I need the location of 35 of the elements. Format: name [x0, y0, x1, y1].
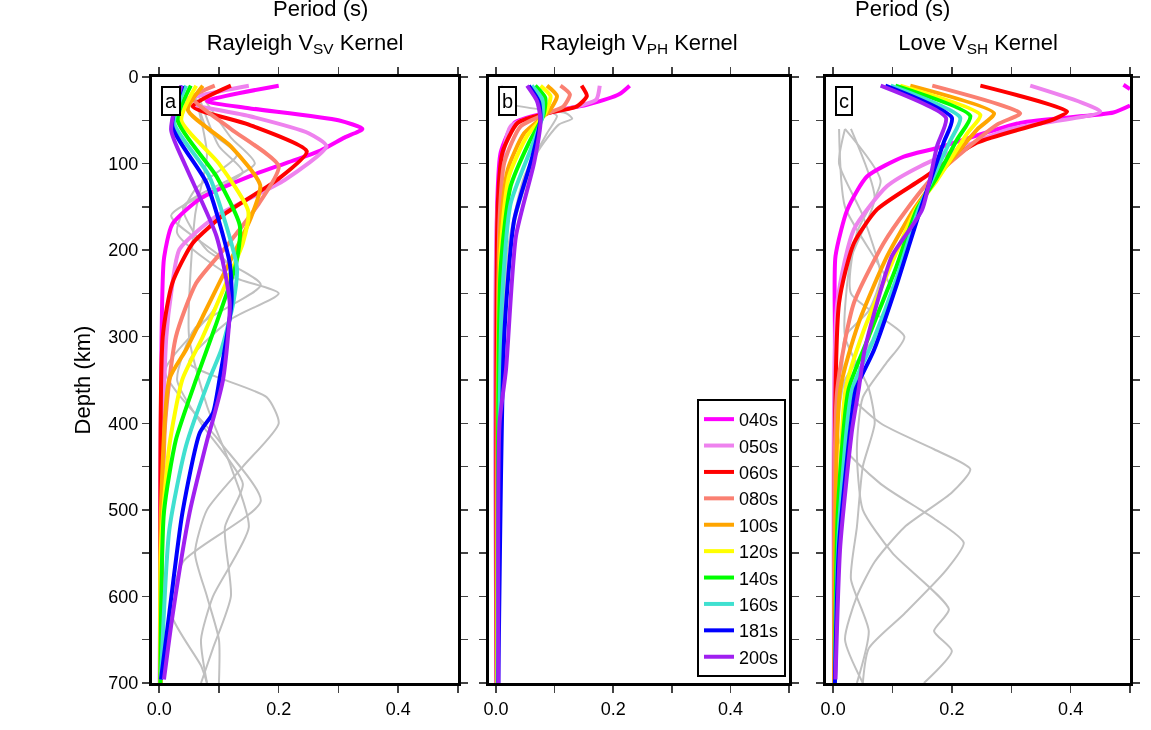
chart-title: Rayleigh V$_{PH}$ Kernel [540, 29, 738, 58]
text: Period (s) [855, 0, 951, 21]
y-axis-title: Depth (km) [70, 325, 96, 435]
x-tick-label: 0.4 [1058, 698, 1084, 719]
legend-label: 100s [739, 515, 779, 536]
x-tick-label: 0.4 [385, 698, 411, 719]
legend-label: 080s [739, 489, 779, 510]
legend-label: 060s [739, 462, 779, 483]
legend-label: 050s [739, 436, 779, 457]
x-tick-label: 0.2 [266, 698, 292, 719]
legend-label: 120s [739, 542, 779, 563]
y-tick-label: 0 [128, 67, 139, 88]
legend-label: 160s [739, 594, 779, 615]
x-tick-label: 0.4 [717, 698, 743, 719]
x-tick-label: 0.2 [600, 698, 626, 719]
y-tick-label: 500 [108, 500, 139, 521]
legend-label: 040s [739, 410, 779, 431]
y-tick-label: 400 [108, 413, 139, 434]
text: Period (s) [273, 0, 369, 21]
x-tick-label: 0.0 [146, 698, 172, 719]
annotation: a [165, 90, 177, 112]
y-tick-label: 200 [108, 240, 139, 261]
x-tick-label: 0.0 [483, 698, 509, 719]
chart-title: Rayleigh V$_{SV}$ Kernel [206, 29, 404, 58]
x-tick-label: 0.2 [939, 698, 965, 719]
chart-title: Love V$_{SH}$ Kernel [898, 29, 1058, 58]
y-tick-label: 700 [108, 673, 139, 694]
y-tick-label: 100 [108, 153, 139, 174]
legend-label: 140s [739, 568, 779, 589]
legend-label: 181s [739, 621, 779, 642]
x-tick-label: 0.0 [820, 698, 846, 719]
y-tick-label: 300 [108, 327, 139, 348]
y-tick-label: 600 [108, 586, 139, 607]
annotation: c [839, 90, 849, 112]
legend-label: 200s [739, 647, 779, 668]
